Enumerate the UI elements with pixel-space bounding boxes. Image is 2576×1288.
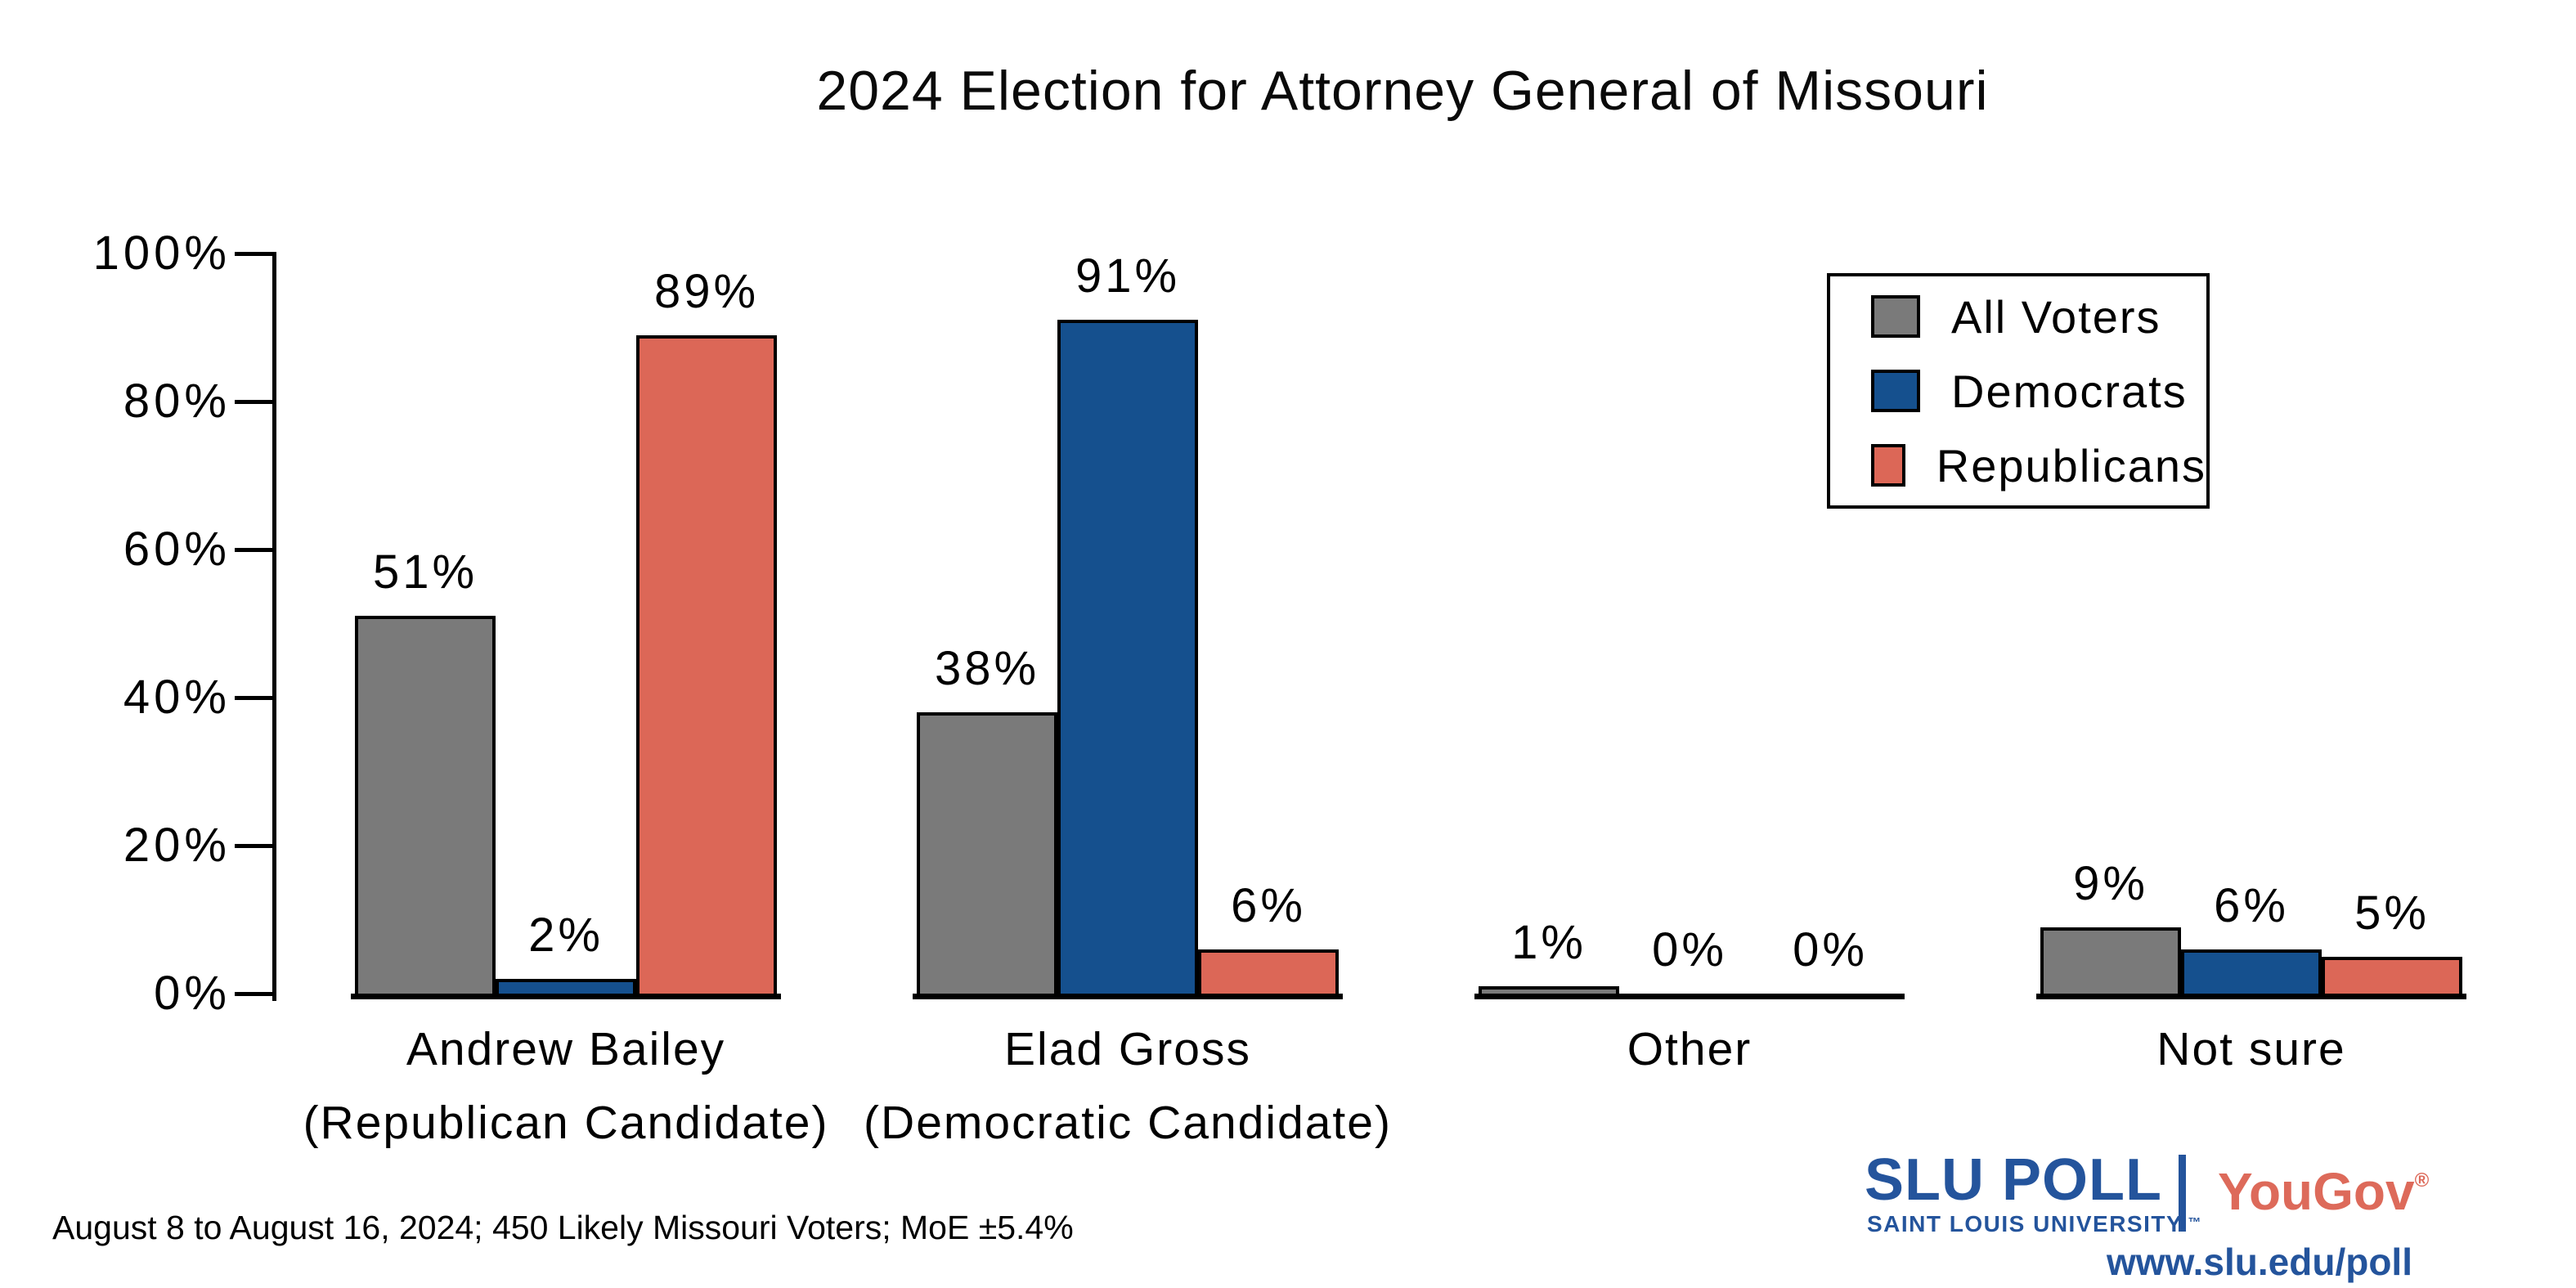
- legend-label: All Voters: [1951, 290, 2161, 343]
- bar-democrats: [1057, 320, 1198, 997]
- category-label: Not sure: [2156, 1023, 2346, 1075]
- trademark-symbol: ™: [2188, 1216, 2202, 1230]
- y-axis-tick-label: 0%: [154, 967, 231, 1020]
- bar-value-label: 38%: [934, 642, 1040, 696]
- y-axis-tick: [235, 548, 272, 552]
- chart-legend: All Voters Democrats Republicans: [1827, 273, 2210, 509]
- y-axis-tick-label: 100%: [92, 227, 231, 280]
- bar-value-label: 1%: [1511, 915, 1586, 969]
- bar-republicans: [2322, 956, 2462, 997]
- bar-value-label: 89%: [653, 264, 760, 318]
- yougov-text: YouGov: [2218, 1162, 2415, 1221]
- y-axis-tick-label: 20%: [123, 819, 231, 872]
- y-axis-tick-label: 80%: [123, 375, 231, 428]
- methodology-note: August 8 to August 16, 2024; 450 Likely …: [52, 1209, 1074, 1246]
- yougov-logo: YouGov®: [2218, 1161, 2429, 1222]
- y-axis-line: [272, 252, 276, 1001]
- category-label: Elad Gross: [1004, 1023, 1251, 1075]
- y-axis-tick: [235, 992, 272, 996]
- category-sublabel: (Democratic Candidate): [864, 1097, 1392, 1149]
- bar-value-label: 6%: [2214, 878, 2289, 932]
- slu-poll-url: www.slu.edu/poll: [2107, 1241, 2412, 1283]
- slu-university-label: SAINT LOUIS UNIVERSITY.™: [1867, 1211, 2202, 1237]
- bar-democrats: [496, 978, 636, 997]
- y-axis-tick: [235, 844, 272, 848]
- y-axis-tick: [235, 696, 272, 700]
- bar-value-label: 91%: [1075, 249, 1181, 303]
- bar-value-label: 6%: [1231, 878, 1306, 932]
- bar-value-label: 9%: [2073, 856, 2148, 910]
- legend-row: Democrats: [1871, 365, 2206, 418]
- y-axis-tick: [235, 252, 272, 256]
- bar-republicans: [636, 334, 777, 997]
- legend-swatch-all-voters: [1871, 295, 1920, 338]
- registered-symbol: ®: [2414, 1169, 2430, 1192]
- slu-poll-logo: SLU POLL: [1865, 1147, 2162, 1213]
- bar-all-voters: [1479, 985, 1619, 997]
- slu-university-text: SAINT LOUIS UNIVERSITY.: [1867, 1211, 2188, 1236]
- bar-value-label: 5%: [2354, 886, 2430, 940]
- group-baseline: [1474, 994, 1905, 999]
- category-label: Other: [1627, 1023, 1752, 1075]
- legend-label: Democrats: [1951, 365, 2188, 417]
- bar-value-label: 0%: [1793, 923, 1868, 976]
- bar-value-label: 51%: [372, 545, 478, 599]
- chart-title: 2024 Election for Attorney General of Mi…: [816, 60, 1989, 122]
- legend-row: All Voters: [1871, 290, 2206, 343]
- bar-democrats: [2181, 949, 2322, 997]
- category-label: Andrew Bailey: [406, 1023, 726, 1075]
- y-axis-tick: [235, 400, 272, 404]
- logo-divider-bar: [2179, 1155, 2186, 1232]
- bar-republicans: [1198, 949, 1339, 997]
- bar-all-voters: [2040, 927, 2181, 997]
- legend-label: Republicans: [1936, 439, 2206, 491]
- y-axis-tick-label: 60%: [123, 523, 231, 576]
- legend-swatch-republicans: [1871, 444, 1905, 487]
- category-sublabel: (Republican Candidate): [303, 1097, 829, 1149]
- legend-row: Republicans: [1871, 439, 2206, 492]
- y-axis-tick-label: 40%: [123, 671, 231, 724]
- bar-value-label: 2%: [528, 908, 604, 962]
- bar-all-voters: [917, 712, 1057, 997]
- bar-value-label: 0%: [1652, 923, 1727, 976]
- legend-swatch-democrats: [1871, 370, 1920, 412]
- bar-all-voters: [355, 616, 496, 997]
